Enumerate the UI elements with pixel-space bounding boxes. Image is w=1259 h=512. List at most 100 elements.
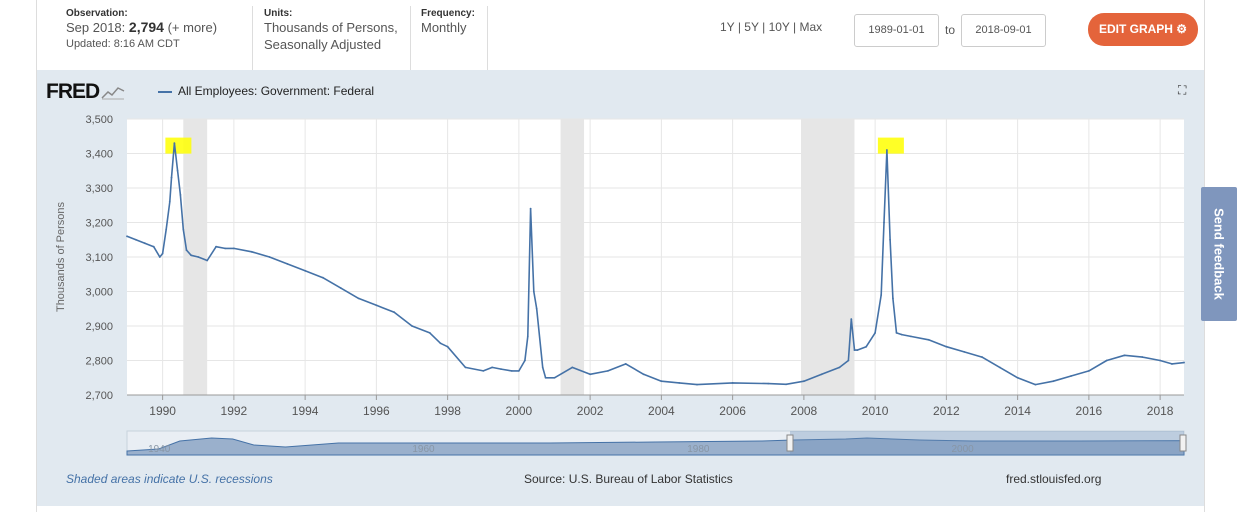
data-point [847, 359, 850, 362]
range-1y-button[interactable]: 1Y [720, 20, 735, 34]
data-point [900, 333, 903, 336]
site-link[interactable]: fred.stlouisfed.org [1006, 472, 1102, 486]
x-tick-label: 1990 [149, 404, 176, 418]
data-point [179, 194, 182, 196]
x-tick-label: 1996 [363, 404, 390, 418]
x-tick-label: 2010 [862, 404, 889, 418]
fred-logo[interactable]: FRED [46, 80, 125, 104]
data-point [892, 297, 894, 300]
data-point [182, 228, 185, 231]
data-point [393, 311, 396, 314]
data-point [624, 363, 627, 365]
observation-more-link[interactable]: (+ more) [167, 20, 218, 35]
peak-highlight [165, 137, 192, 154]
legend[interactable]: All Employees: Government: Federal [158, 84, 374, 98]
to-label: to [945, 23, 956, 37]
data-point [880, 294, 883, 296]
data-point [1052, 380, 1055, 383]
y-tick-label: 3,500 [85, 114, 113, 126]
data-point [853, 349, 856, 352]
data-point [541, 366, 544, 369]
send-feedback-label: Send feedback [1211, 208, 1227, 300]
x-tick-label: 2006 [719, 404, 746, 418]
x-tick-label: 2000 [506, 404, 533, 418]
y-tick-label: 3,300 [85, 183, 113, 195]
data-point [524, 359, 526, 362]
navigator-tick-label: 1960 [412, 444, 435, 455]
x-tick-label: 2012 [933, 404, 960, 418]
data-point [1170, 363, 1173, 365]
data-point [197, 256, 200, 258]
observation-block: Observation: Sep 2018: 2,794 (+ more) Up… [66, 8, 217, 53]
navigator-handle-right [1179, 434, 1187, 452]
legend-series-name: All Employees: Government: Federal [178, 84, 375, 98]
navigator-tick-label: 2000 [951, 444, 974, 455]
data-point [152, 245, 155, 248]
data-point [535, 307, 538, 310]
data-point [173, 142, 176, 145]
data-point [161, 252, 164, 255]
data-point [660, 380, 663, 383]
observation-label: Observation: [66, 8, 128, 19]
frequency-block: Frequency: Monthly [421, 8, 475, 36]
data-point [1123, 354, 1126, 357]
divider [487, 6, 488, 70]
start-date-input[interactable]: 1989-01-01 [854, 14, 939, 47]
data-point [232, 247, 235, 250]
y-tick-label: 2,800 [85, 356, 113, 368]
units-line-2: Seasonally Adjusted [264, 37, 382, 52]
data-point [1141, 356, 1144, 358]
data-point [927, 338, 930, 341]
x-tick-label: 2004 [648, 404, 675, 418]
data-point [856, 349, 859, 352]
data-point [731, 382, 734, 384]
data-point [589, 373, 592, 376]
fullscreen-icon[interactable]: ⛶ [1178, 83, 1187, 97]
data-point [491, 366, 494, 369]
data-point [170, 176, 173, 179]
data-point [571, 366, 574, 369]
data-point [909, 335, 912, 338]
data-point [517, 369, 520, 372]
data-point [945, 345, 948, 348]
data-point [482, 369, 485, 372]
data-point [1016, 376, 1019, 379]
range-separator: | [793, 20, 797, 34]
x-tick-label: 1994 [292, 404, 319, 418]
data-point [553, 376, 556, 379]
frequency-value: Monthly [421, 20, 467, 35]
legend-swatch [158, 90, 172, 93]
data-point [1087, 369, 1090, 372]
navigator-selection [790, 431, 1184, 455]
data-point [428, 332, 431, 334]
data-point [526, 335, 529, 338]
data-point [981, 356, 983, 358]
data-point [963, 350, 966, 353]
data-point [865, 345, 868, 348]
range-10y-button[interactable]: 10Y [768, 20, 790, 34]
data-point [190, 254, 193, 257]
end-date-input[interactable]: 2018-09-01 [961, 14, 1046, 47]
data-point [158, 256, 161, 258]
updated-text: Updated: 8:16 AM CDT [66, 38, 180, 50]
edit-graph-button[interactable]: EDIT GRAPH ⚙ [1088, 13, 1198, 46]
y-tick-label: 3,000 [85, 287, 113, 299]
data-point [339, 287, 342, 289]
data-point [250, 250, 253, 253]
data-point [168, 200, 171, 203]
data-point [889, 238, 891, 241]
data-point [500, 368, 502, 371]
recession-note: Shaded areas indicate U.S. recessions [66, 472, 273, 486]
y-tick-label: 3,400 [85, 149, 113, 161]
x-tick-label: 2016 [1076, 404, 1103, 418]
navigator-tick-label: 1940 [148, 444, 171, 455]
data-point [411, 325, 413, 327]
data-point [642, 373, 645, 376]
send-feedback-button[interactable]: Send feedback [1201, 187, 1237, 321]
navigator-handle-left [786, 434, 794, 452]
y-tick-label: 3,100 [85, 252, 113, 264]
chart-trend-icon [101, 87, 125, 100]
range-max-button[interactable]: Max [799, 20, 823, 34]
data-point [1105, 359, 1108, 362]
range-5y-button[interactable]: 5Y [744, 20, 759, 34]
